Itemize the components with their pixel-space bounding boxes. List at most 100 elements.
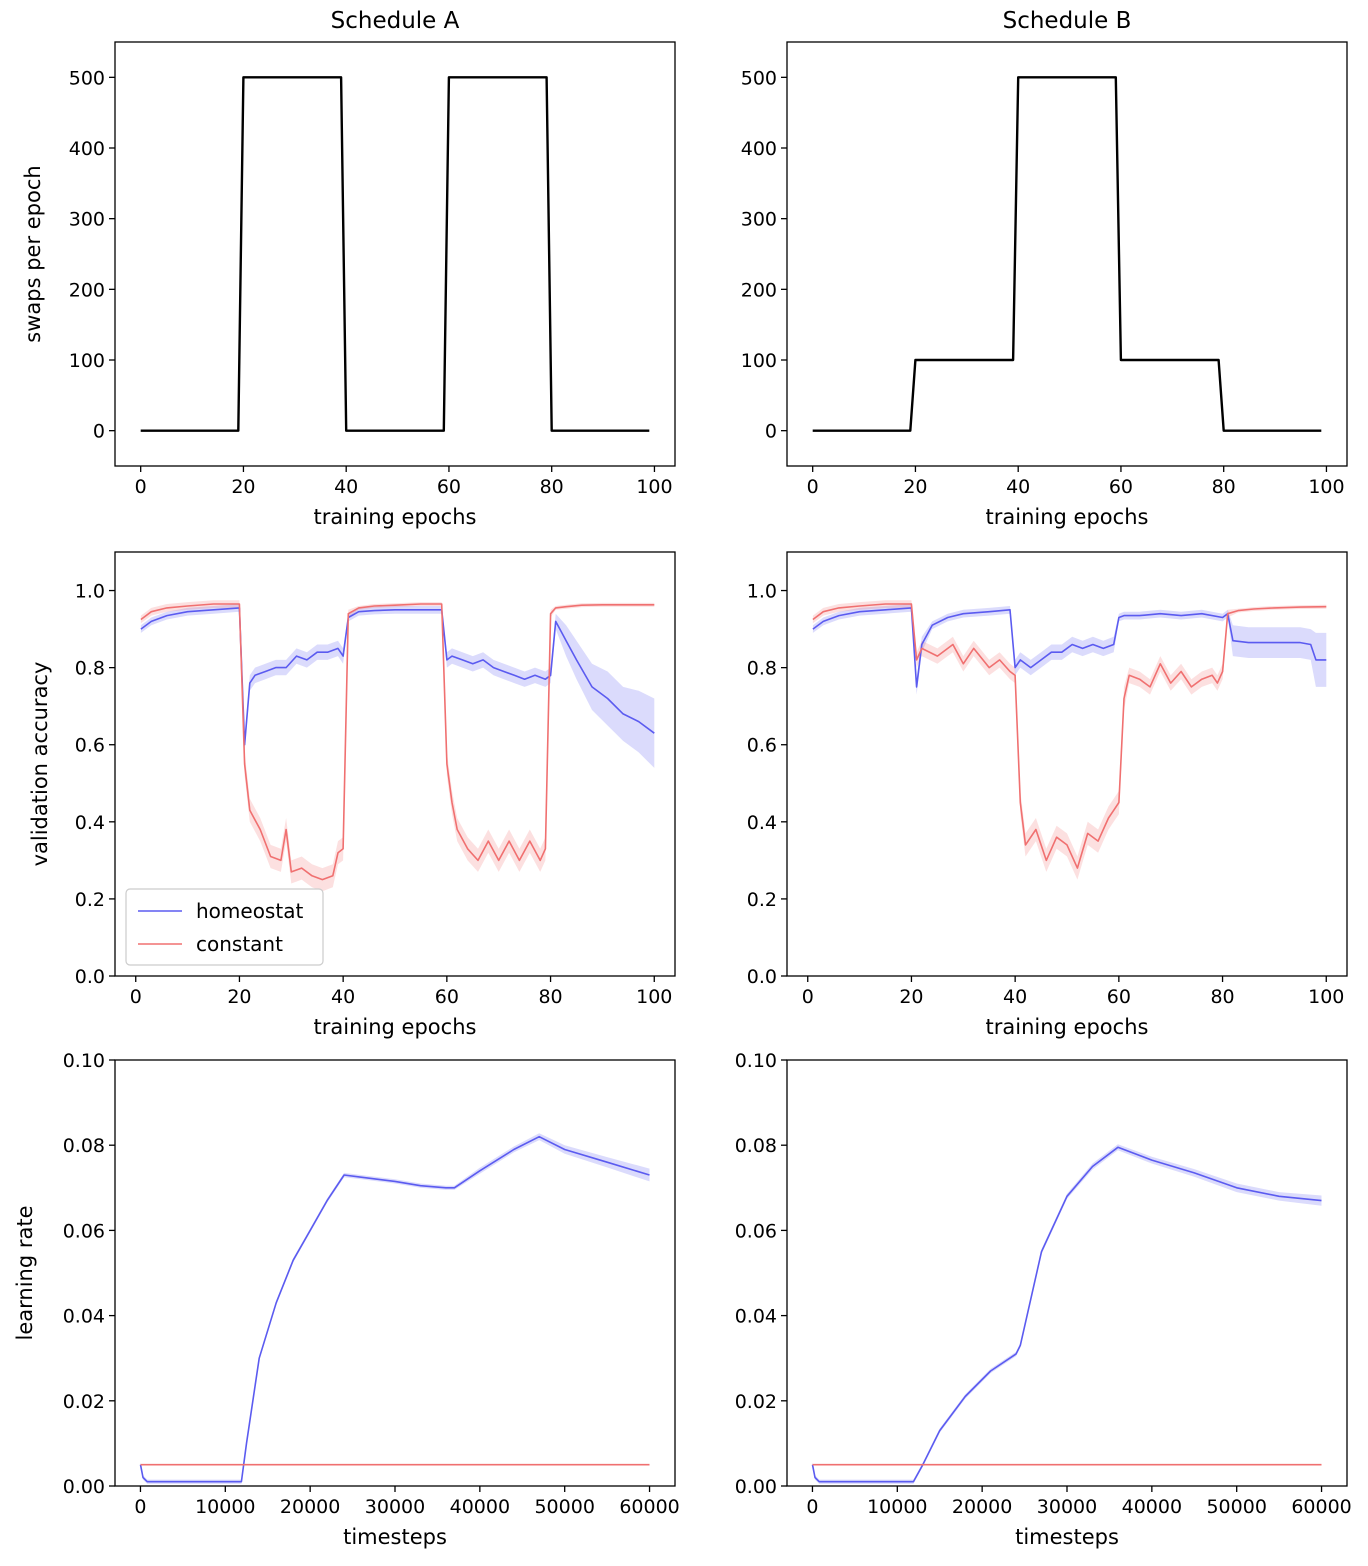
- series-line-homeostat: [812, 607, 1327, 688]
- x-tick-label: 20: [903, 476, 927, 498]
- x-tick-label: 10000: [195, 1496, 255, 1518]
- legend-label-homeostat: homeostat: [196, 899, 303, 923]
- x-tick-label: 0: [807, 476, 819, 498]
- x-tick-label: 60: [435, 986, 459, 1008]
- plot-area: [811, 1144, 1322, 1484]
- y-axis-label: validation accuracy: [28, 662, 52, 867]
- x-tick-label: 10000: [867, 1496, 927, 1518]
- x-tick-label: 60: [437, 476, 461, 498]
- y-tick-label: 0: [765, 421, 777, 443]
- x-tick-label: 100: [636, 476, 672, 498]
- x-tick-label: 80: [1212, 476, 1236, 498]
- x-tick-label: 60: [1107, 986, 1131, 1008]
- axes-frame: [786, 551, 1348, 977]
- x-tick-label: 20: [231, 476, 255, 498]
- y-tick-label: 0.08: [63, 1135, 105, 1157]
- x-tick-label: 0: [130, 986, 142, 1008]
- y-tick-label: 0.2: [75, 889, 105, 911]
- x-axis-label: timesteps: [1015, 1525, 1119, 1549]
- panel-title: Schedule A: [331, 8, 460, 34]
- x-tick-label: 30000: [365, 1496, 425, 1518]
- x-tick-label: 60000: [1291, 1496, 1351, 1518]
- x-tick-label: 80: [1210, 986, 1234, 1008]
- axes-frame: [114, 1059, 676, 1487]
- x-tick-label: 40000: [450, 1496, 510, 1518]
- y-tick-label: 200: [741, 279, 777, 301]
- series-line-homeostat: [811, 1146, 1322, 1483]
- y-tick-label: 0: [93, 421, 105, 443]
- x-tick-label: 40000: [1122, 1496, 1182, 1518]
- x-tick-label: 40: [1006, 476, 1030, 498]
- plot-area: [140, 600, 655, 892]
- y-tick-label: 100: [741, 350, 777, 372]
- y-tick-label: 0.0: [75, 966, 105, 988]
- x-tick-label: 20000: [952, 1496, 1012, 1518]
- x-tick-label: 60: [1109, 476, 1133, 498]
- x-tick-label: 20000: [280, 1496, 340, 1518]
- y-tick-label: 0.6: [75, 735, 105, 757]
- axes-frame: [786, 41, 1348, 467]
- x-axis-label: training epochs: [986, 505, 1149, 529]
- x-tick-label: 0: [806, 1496, 818, 1518]
- x-tick-label: 0: [134, 1496, 146, 1518]
- series-line-swaps: [140, 76, 650, 432]
- x-tick-label: 100: [1308, 476, 1344, 498]
- x-tick-label: 100: [1308, 986, 1344, 1008]
- x-tick-label: 40: [334, 476, 358, 498]
- y-tick-label: 300: [69, 209, 105, 231]
- band-homeostat: [140, 604, 655, 768]
- y-axis-label: swaps per epoch: [21, 165, 45, 342]
- y-tick-label: 0.2: [747, 889, 777, 911]
- axes-frame: [114, 41, 676, 467]
- panel-B-learning-rate: 0 10000 20000 30000 40000 50000 60000 0.00 0.02 0…: [735, 1050, 1352, 1549]
- y-tick-label: 0.04: [63, 1306, 105, 1328]
- series-line-homeostat: [139, 1135, 650, 1483]
- y-tick-label: 0.08: [735, 1135, 777, 1157]
- plot-area: [140, 76, 650, 432]
- y-tick-label: 0.02: [63, 1391, 105, 1413]
- y-tick-label: 0.8: [747, 658, 777, 680]
- x-tick-label: 80: [540, 476, 564, 498]
- series-line-swaps: [812, 76, 1322, 432]
- y-tick-label: 0.10: [735, 1050, 777, 1072]
- y-tick-label: 0.00: [63, 1476, 105, 1498]
- x-axis-label: timesteps: [343, 1525, 447, 1549]
- x-tick-label: 80: [538, 986, 562, 1008]
- y-tick-label: 0.6: [747, 735, 777, 757]
- x-tick-label: 60000: [619, 1496, 679, 1518]
- panel-A-accuracy: 0 20 40 60 80 100 0.0 0.2 0.4 0.6 0.8 1.0 training e…: [28, 551, 676, 1039]
- y-tick-label: 200: [69, 279, 105, 301]
- y-tick-label: 400: [69, 138, 105, 160]
- axes-frame: [114, 551, 676, 977]
- y-tick-label: 0.8: [75, 658, 105, 680]
- band-homeostat: [812, 604, 1327, 695]
- band-homeostat: [140, 1133, 650, 1484]
- series-line-constant: [812, 603, 1327, 869]
- panel-A-learning-rate: 0 10000 20000 30000 40000 50000 60000 0.00 0.02 0…: [13, 1050, 680, 1549]
- x-axis-label: training epochs: [314, 505, 477, 529]
- y-tick-label: 0.00: [735, 1476, 777, 1498]
- series-line-homeostat: [140, 607, 655, 746]
- y-tick-label: 1.0: [75, 581, 105, 603]
- series-line-constant: [140, 603, 655, 881]
- y-tick-label: 0.4: [747, 812, 777, 834]
- x-tick-label: 20: [227, 986, 251, 1008]
- panel-B-swaps: Schedule B 0 20 40 60 80 100 0 100 200 300 400 500 tr…: [741, 8, 1348, 529]
- panel-A-swaps: Schedule A 0 20 40 60 80 100 0 100 200 300 400 500 tr…: [21, 8, 676, 529]
- y-tick-label: 1.0: [747, 581, 777, 603]
- x-axis-label: training epochs: [986, 1015, 1149, 1039]
- plot-area: [812, 600, 1327, 880]
- y-tick-label: 0.06: [735, 1220, 777, 1242]
- legend-box: [125, 888, 324, 966]
- legend: homeostat constant: [125, 888, 324, 966]
- y-tick-label: 400: [741, 138, 777, 160]
- panel-B-accuracy: 0 20 40 60 80 100 0.0 0.2 0.4 0.6 0.8 1.0 training e…: [747, 551, 1348, 1039]
- y-tick-label: 0.10: [63, 1050, 105, 1072]
- x-tick-label: 100: [636, 986, 672, 1008]
- y-tick-label: 0.06: [63, 1220, 105, 1242]
- x-tick-label: 20: [899, 986, 923, 1008]
- axes-frame: [786, 1059, 1348, 1487]
- panel-title: Schedule B: [1003, 8, 1132, 34]
- y-tick-label: 0.04: [735, 1306, 777, 1328]
